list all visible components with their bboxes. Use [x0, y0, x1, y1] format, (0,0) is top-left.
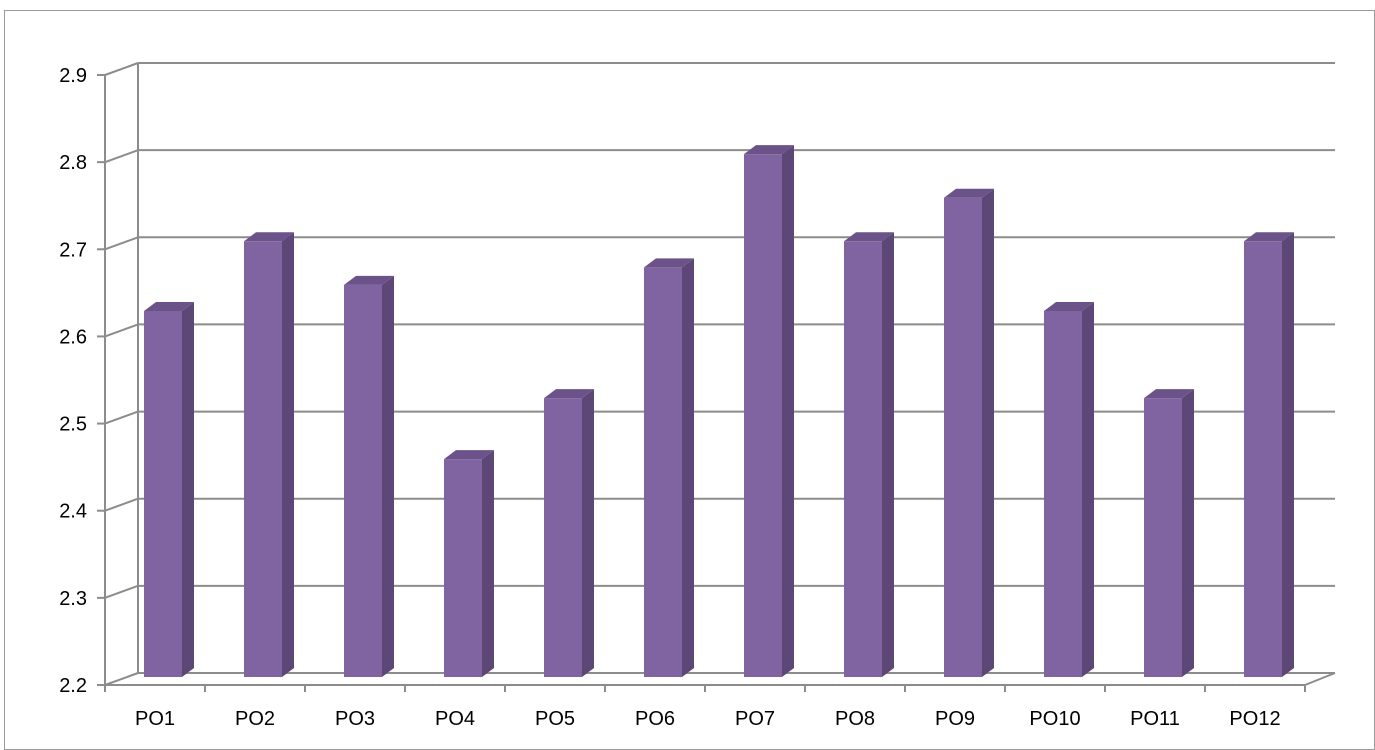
gridline-depth [104, 149, 139, 164]
y-axis-tick-labels: 2.2 2.3 2.4 2.5 2.6 2.7 2.8 2.9 [59, 65, 87, 697]
y-tick-label: 2.5 [59, 414, 87, 436]
y-tick-label: 2.2 [59, 675, 87, 697]
gridline-depth [104, 584, 139, 599]
bar-top [344, 275, 394, 285]
bar-front [844, 241, 882, 678]
bar-PO7 [744, 145, 794, 678]
bar-front [1144, 398, 1182, 677]
bar-PO2 [244, 232, 294, 678]
bar-side [1082, 302, 1094, 677]
bar-top [644, 258, 694, 268]
bar-front [144, 311, 182, 677]
bar-PO1 [144, 302, 194, 677]
gridline-depth [104, 410, 139, 425]
bar-side [482, 450, 494, 677]
bar-PO4 [444, 450, 494, 677]
bar-PO12 [1244, 232, 1294, 678]
bar-PO11 [1144, 389, 1194, 677]
bar-front [344, 284, 382, 677]
x-tick-label: PO9 [935, 708, 975, 730]
x-tick-label: PO12 [1229, 708, 1280, 730]
x-tick-label: PO10 [1029, 708, 1080, 730]
x-tick-label: PO1 [135, 708, 175, 730]
bar-top [1044, 302, 1094, 311]
bar-top [544, 389, 594, 399]
bars [144, 145, 1294, 678]
bar-front [544, 398, 582, 677]
gridline-depth [104, 236, 139, 251]
bar-side [782, 145, 794, 678]
gridlines [104, 62, 1335, 686]
bar-top [1244, 232, 1294, 242]
bar-top [744, 145, 794, 155]
bar-top [944, 188, 994, 198]
bar-top [444, 450, 494, 460]
bar-PO8 [844, 232, 894, 678]
bar-front [944, 197, 982, 677]
y-tick-label: 2.7 [59, 239, 87, 261]
bar-side [982, 188, 994, 677]
bar-PO3 [344, 275, 394, 677]
x-tick-label: PO7 [735, 708, 775, 730]
x-tick-label: PO3 [335, 708, 375, 730]
gridline-depth [104, 497, 139, 512]
bar-side [682, 258, 694, 677]
bar-front [744, 154, 782, 678]
bar-front [1244, 241, 1282, 678]
bar-side [382, 275, 394, 677]
x-tick-label: PO11 [1130, 708, 1180, 730]
x-tick-label: PO5 [535, 708, 575, 730]
bar-side [582, 389, 594, 677]
floor-right-edge [1304, 672, 1336, 686]
bar-top [244, 232, 294, 242]
x-tick-label: PO2 [235, 708, 275, 730]
bar-side [182, 302, 194, 677]
bar-front [444, 459, 482, 677]
bar-PO5 [544, 389, 594, 677]
bar-top [144, 302, 194, 311]
y-tick-label: 2.3 [59, 588, 87, 610]
bar-side [1182, 389, 1194, 677]
y-tick-label: 2.9 [59, 65, 87, 87]
bar-top [1144, 389, 1194, 399]
gridline-depth [104, 672, 139, 686]
bar-side [1282, 232, 1294, 678]
y-tick-label: 2.8 [59, 152, 87, 174]
y-tick-label: 2.4 [59, 501, 87, 523]
bar-PO6 [644, 258, 694, 677]
x-tick-label: PO8 [835, 708, 875, 730]
y-tick-label: 2.6 [59, 326, 87, 348]
bar-side [282, 232, 294, 678]
bar-top [844, 232, 894, 242]
gridline-depth [104, 323, 139, 338]
bar-front [1044, 311, 1082, 677]
gridline-depth [104, 62, 139, 76]
bar-side [882, 232, 894, 678]
axes [97, 63, 1336, 692]
x-tick-label: PO4 [435, 708, 475, 730]
bar-PO10 [1044, 302, 1094, 677]
x-axis-tick-labels: PO1 PO2 PO3 PO4 PO5 PO6 PO7 PO8 PO9 PO10 PO11 PO12 [135, 708, 1281, 730]
bar-PO9 [944, 188, 994, 677]
bar-front [244, 241, 282, 678]
bar-front [644, 267, 682, 677]
x-tick-label: PO6 [635, 708, 675, 730]
